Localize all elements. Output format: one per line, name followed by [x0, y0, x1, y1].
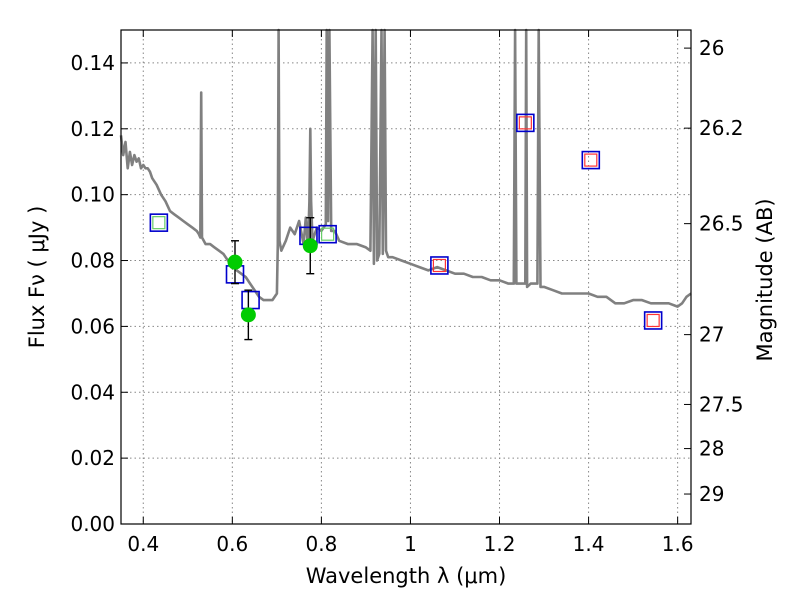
- grid-lines: [121, 30, 691, 525]
- plot-frame: [120, 29, 692, 525]
- model-inner-square-green: [321, 227, 335, 241]
- model-inner-square-red: [584, 153, 598, 167]
- right-tick-label: 26.2: [699, 116, 744, 140]
- x-tick-label: 1: [404, 532, 417, 556]
- template-spectrum-line: [119, 28, 692, 308]
- model-flux-square: [643, 311, 663, 330]
- y-tick-label: 0.10: [70, 183, 115, 207]
- observed-point: [227, 254, 243, 270]
- observed-points: [227, 217, 318, 341]
- x-tick-label: 1.2: [484, 532, 516, 556]
- x-tick-label: 1.6: [662, 532, 694, 556]
- right-tick-label: 29: [699, 482, 724, 506]
- y-tick-label: 0.02: [70, 446, 115, 470]
- right-tick-label: 27.5: [699, 392, 744, 416]
- model-flux-square: [581, 150, 601, 170]
- observed-point: [302, 238, 318, 254]
- model-inner-square-red: [518, 116, 532, 130]
- model-flux-square: [516, 113, 535, 133]
- model-inner-square-green: [152, 216, 166, 230]
- axis-ticks: 0.4 0.6 0.8 1 1.2 1.4 1.6 0.00 0.02 0.04 0.06 0.08 0…: [70, 30, 744, 556]
- y-tick-label: 0.00: [70, 512, 115, 536]
- x-tick-label: 1.4: [573, 532, 605, 556]
- model-flux-square: [430, 256, 449, 275]
- model-inner-square-red: [646, 313, 660, 328]
- right-tick-label: 26: [699, 36, 724, 60]
- right-tick-label: 27: [699, 323, 724, 347]
- right-tick-label: 28: [699, 437, 724, 461]
- x-tick-label: 0.4: [127, 532, 159, 556]
- model-inner-square-red: [432, 258, 446, 273]
- y-tick-label: 0.08: [70, 249, 115, 273]
- x-tick-label: 0.6: [216, 532, 248, 556]
- observed-point: [240, 307, 256, 323]
- x-axis-label: Wavelength λ (μm): [306, 564, 507, 588]
- model-fluxes: [149, 113, 663, 330]
- y-tick-label: 0.04: [70, 380, 115, 404]
- y-axis-label: Flux Fν ( μJy ): [25, 206, 49, 349]
- right-tick-label: 26.5: [699, 212, 744, 236]
- model-flux-square: [318, 224, 337, 244]
- x-tick-label: 0.8: [305, 532, 337, 556]
- y-tick-label: 0.06: [70, 314, 115, 338]
- template-spectrum: [119, 28, 692, 308]
- right-y-axis-label: Magnitude (AB): [753, 198, 777, 361]
- model-flux-square: [149, 213, 169, 232]
- y-tick-label: 0.12: [70, 117, 115, 141]
- y-tick-label: 0.14: [70, 51, 115, 75]
